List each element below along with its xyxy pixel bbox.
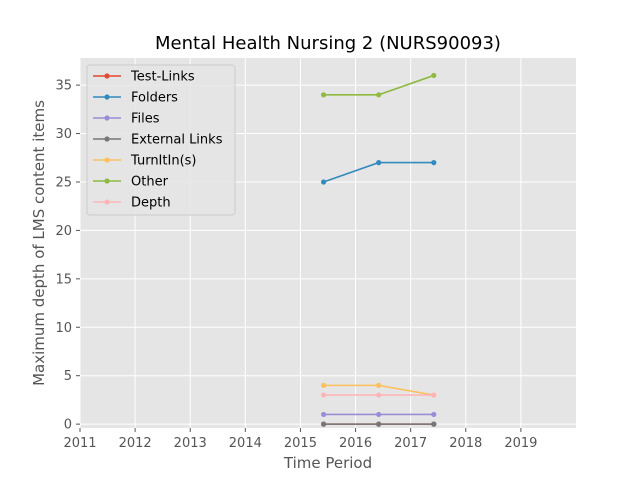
y-tick-label: 30 — [55, 127, 72, 142]
data-point — [431, 392, 437, 398]
x-tick-label: 2013 — [174, 436, 207, 451]
data-point — [376, 392, 382, 398]
x-tick-label: 2019 — [504, 436, 537, 451]
x-tick-label: 2015 — [284, 436, 317, 451]
x-tick-label: 2011 — [63, 436, 96, 451]
legend-swatch-marker — [104, 178, 110, 184]
legend-label: External Links — [131, 133, 223, 148]
data-point — [376, 421, 382, 427]
legend-item: Files — [93, 112, 160, 127]
data-point — [376, 382, 382, 388]
legend-item: Test-Links — [93, 70, 195, 85]
x-tick-label: 2017 — [394, 436, 427, 451]
data-point — [431, 411, 437, 418]
x-tick-label: 2012 — [119, 436, 152, 451]
x-tick-label: 2014 — [229, 436, 262, 451]
legend-label: Test-Links — [130, 70, 195, 85]
y-tick-label: 0 — [64, 418, 72, 433]
legend-swatch-marker — [104, 199, 110, 205]
series-other — [320, 72, 437, 98]
legend-swatch-marker — [104, 73, 110, 79]
y-tick-label: 5 — [64, 369, 72, 384]
legend-box — [86, 64, 236, 216]
legend-label: Other — [131, 175, 169, 190]
data-point — [376, 411, 382, 418]
data-point — [320, 92, 327, 98]
data-point — [376, 92, 382, 98]
legend-item: Folders — [93, 91, 178, 106]
data-point — [320, 392, 327, 398]
chart-title: Mental Health Nursing 2 (NURS90093) — [155, 33, 501, 54]
data-point — [320, 411, 327, 418]
legend-item: External Links — [93, 133, 223, 148]
series-depth — [320, 392, 437, 398]
y-tick-label: 15 — [55, 272, 72, 287]
legend-item: Depth — [93, 196, 171, 211]
data-point — [431, 421, 437, 427]
x-tick-label: 2018 — [449, 436, 482, 451]
series-files — [320, 411, 437, 418]
series-folders — [320, 160, 437, 185]
y-tick-label: 25 — [55, 175, 72, 190]
y-tick-label: 10 — [55, 321, 72, 336]
legend-swatch-marker — [104, 94, 110, 100]
legend-label: Files — [131, 112, 160, 127]
x-axis-ticks: 2011 2012 2013 2014 2015 2016 2017 2018 2019 — [63, 428, 537, 451]
legend-swatch-marker — [104, 115, 110, 121]
data-point — [320, 382, 327, 388]
legend-item: TurnItIn(s) — [93, 154, 196, 169]
series-group — [320, 72, 437, 427]
y-tick-label: 20 — [55, 224, 72, 239]
y-tick-label: 35 — [55, 79, 72, 94]
legend-label: TurnItIn(s) — [130, 154, 196, 169]
data-point — [431, 72, 437, 79]
x-axis-label: Time Period — [283, 454, 372, 472]
legend-swatch-marker — [104, 136, 110, 142]
data-point — [320, 179, 327, 185]
data-point — [320, 421, 327, 427]
legend: Test-Links Folders Files External Links Turn… — [86, 64, 236, 216]
data-point — [376, 160, 382, 166]
data-point — [431, 160, 437, 166]
legend-label: Folders — [131, 91, 178, 106]
x-tick-label: 2016 — [339, 436, 372, 451]
y-axis-label: Maximum depth of LMS content items — [30, 100, 48, 386]
legend-label: Depth — [131, 196, 171, 211]
series-external-links — [320, 421, 437, 427]
legend-item: Other — [93, 175, 169, 190]
y-axis-ticks: 0 5 10 15 20 25 30 35 — [55, 79, 80, 433]
legend-swatch-marker — [104, 157, 110, 163]
